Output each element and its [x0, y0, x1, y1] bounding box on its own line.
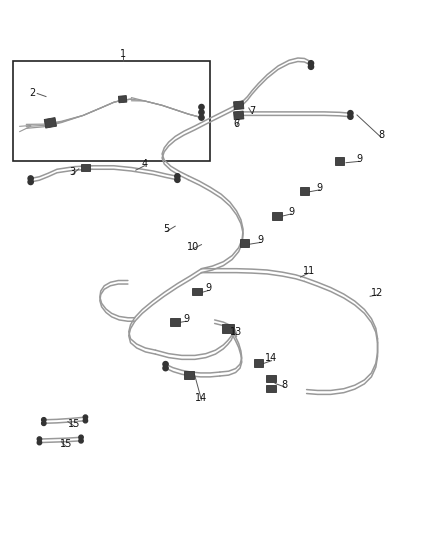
Bar [266, 375, 276, 382]
Bar [266, 385, 276, 392]
Circle shape [199, 110, 204, 115]
Circle shape [348, 110, 353, 116]
Circle shape [348, 114, 353, 119]
Text: 7: 7 [249, 106, 255, 116]
Circle shape [199, 104, 204, 110]
Text: 10: 10 [187, 242, 199, 252]
Text: 5: 5 [163, 224, 170, 235]
Text: 14: 14 [195, 393, 208, 403]
Text: 8: 8 [378, 130, 384, 140]
Text: 9: 9 [317, 183, 323, 192]
Text: 9: 9 [183, 314, 189, 324]
Text: 11: 11 [303, 266, 315, 276]
Bar [254, 359, 263, 367]
Text: 9: 9 [288, 207, 294, 217]
Bar [118, 95, 127, 103]
Text: 2: 2 [30, 88, 36, 99]
Text: 8: 8 [282, 379, 288, 390]
Bar [233, 111, 244, 120]
Circle shape [163, 361, 168, 367]
Circle shape [175, 177, 180, 182]
Bar [192, 287, 202, 295]
Circle shape [83, 415, 88, 419]
Text: 12: 12 [371, 288, 383, 298]
Circle shape [37, 440, 42, 445]
Bar [240, 239, 249, 247]
Bar [335, 157, 344, 165]
Circle shape [199, 115, 204, 120]
Text: 15: 15 [68, 419, 81, 429]
Text: 6: 6 [233, 119, 240, 129]
Circle shape [308, 61, 314, 66]
Text: 14: 14 [265, 353, 278, 364]
Text: 9: 9 [205, 284, 211, 293]
Bar [170, 318, 180, 326]
Text: 4: 4 [141, 159, 148, 168]
Text: 3: 3 [69, 167, 75, 177]
Bar [222, 324, 234, 333]
Circle shape [28, 179, 33, 184]
Circle shape [37, 437, 42, 441]
Circle shape [308, 64, 314, 69]
Text: 9: 9 [356, 154, 362, 164]
Circle shape [79, 439, 83, 443]
Circle shape [163, 366, 168, 371]
Circle shape [83, 418, 88, 423]
Bar [184, 371, 194, 378]
Bar [13, 61, 210, 161]
Circle shape [79, 435, 83, 440]
Bar [272, 212, 282, 220]
Circle shape [42, 418, 46, 422]
Bar [233, 101, 244, 110]
Circle shape [42, 421, 46, 425]
Bar [300, 187, 309, 195]
Circle shape [28, 176, 33, 181]
Text: 15: 15 [60, 439, 72, 449]
Text: 9: 9 [258, 235, 264, 245]
Circle shape [175, 174, 180, 179]
Bar [81, 164, 90, 171]
Text: 13: 13 [230, 327, 243, 337]
Bar [44, 118, 57, 128]
Text: 1: 1 [120, 49, 126, 59]
